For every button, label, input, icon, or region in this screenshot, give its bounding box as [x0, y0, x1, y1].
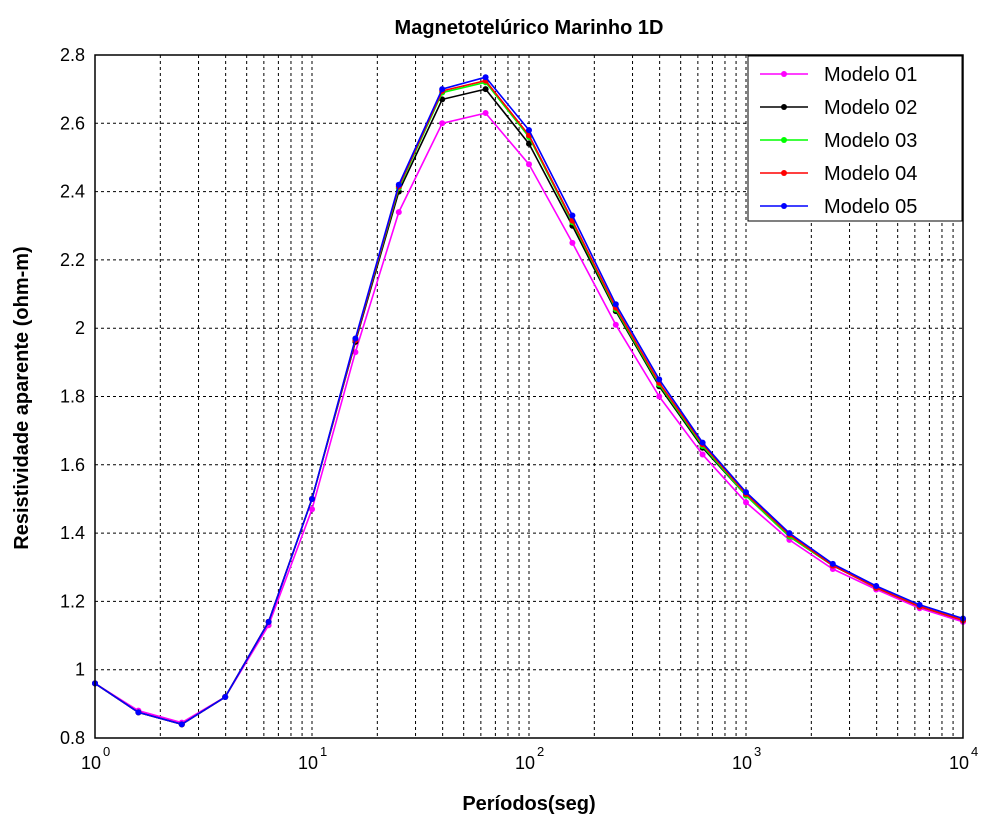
data-point: [482, 86, 489, 93]
data-point: [656, 376, 663, 383]
x-tick-label: 100: [81, 744, 110, 773]
data-point: [829, 560, 836, 567]
plot-frame: [94, 54, 964, 739]
data-point: [526, 140, 532, 147]
x-tick-exponent: 0: [103, 744, 110, 759]
data-point: [395, 181, 402, 188]
series-lines: [92, 74, 966, 728]
legend-entry: Modelo 05: [760, 196, 917, 218]
y-axis-label: Resistividade aparente (ohm-m): [11, 246, 33, 549]
legend-label: Modelo 01: [824, 64, 917, 86]
data-point: [178, 721, 185, 728]
x-tick-label: 102: [515, 744, 544, 773]
legend-entry: Modelo 03: [760, 130, 917, 152]
data-point: [352, 349, 359, 356]
y-tick-label: 2.4: [60, 182, 85, 202]
y-tick-label: 2: [75, 318, 85, 338]
data-point: [569, 239, 576, 246]
data-point: [395, 209, 402, 216]
x-tick-base: 10: [298, 753, 318, 773]
y-tick-label: 2.8: [60, 45, 85, 65]
data-point: [482, 110, 489, 117]
data-point: [352, 335, 359, 342]
legend: Modelo 01 Modelo 02 Modelo 03 Modelo 04 Mode…: [747, 55, 963, 222]
x-tick-exponent: 2: [537, 744, 544, 759]
data-point: [612, 321, 619, 328]
data-point: [526, 127, 532, 134]
legend-swatch-marker: [781, 203, 787, 209]
legend-swatch-marker: [781, 137, 787, 143]
legend-label: Modelo 04: [824, 163, 917, 185]
y-tick-labels: 0.8 1 1.2 1.4 1.6 1.8 2 2.2 2.4 2.6 2.8: [60, 45, 85, 748]
y-tick-label: 1.6: [60, 455, 85, 475]
y-tick-label: 1: [75, 660, 85, 680]
legend-label: Modelo 05: [824, 196, 917, 218]
data-point: [786, 530, 793, 537]
data-point: [526, 161, 532, 168]
data-point: [135, 709, 142, 716]
y-tick-label: 2.2: [60, 250, 85, 270]
y-tick-label: 1.2: [60, 591, 85, 611]
data-point: [482, 74, 489, 81]
x-tick-exponent: 1: [320, 744, 327, 759]
x-tick-exponent: 4: [971, 744, 978, 759]
data-point: [699, 451, 706, 458]
x-tick-label: 103: [732, 744, 761, 773]
y-tick-label: 1.8: [60, 387, 85, 407]
legend-swatch-marker: [781, 104, 787, 110]
legend-swatch-marker: [781, 71, 787, 77]
legend-entry: Modelo 02: [760, 97, 917, 119]
data-point: [439, 96, 446, 103]
grid: [95, 55, 963, 738]
data-point: [309, 506, 315, 513]
data-point: [916, 601, 923, 608]
data-point: [439, 120, 446, 127]
data-point: [612, 301, 619, 308]
series-modelo-05: [92, 74, 966, 728]
legend-label: Modelo 02: [824, 97, 917, 119]
x-tick-base: 10: [732, 753, 752, 773]
data-point: [439, 86, 446, 93]
y-tick-label: 2.6: [60, 113, 85, 133]
data-point: [656, 393, 663, 400]
legend-entry: Modelo 04: [760, 163, 917, 185]
data-point: [222, 694, 229, 701]
y-tick-label: 1.4: [60, 523, 85, 543]
legend-label: Modelo 03: [824, 130, 917, 152]
data-point: [743, 489, 749, 496]
data-point: [743, 499, 749, 506]
legend-entry: Modelo 01: [760, 64, 917, 86]
x-tick-label: 104: [949, 744, 978, 773]
x-tick-base: 10: [515, 753, 535, 773]
legend-swatch-marker: [781, 170, 787, 176]
y-tick-label: 0.8: [60, 728, 85, 748]
x-axis-label: Períodos(seg): [462, 793, 595, 815]
data-point: [699, 439, 706, 446]
data-point: [309, 495, 315, 502]
data-point: [873, 583, 880, 590]
data-point: [265, 618, 272, 625]
x-tick-base: 10: [81, 753, 101, 773]
chart-title: Magnetotelúrico Marinho 1D: [395, 17, 664, 39]
x-tick-exponent: 3: [754, 744, 761, 759]
x-tick-label: 101: [298, 744, 327, 773]
x-tick-base: 10: [949, 753, 969, 773]
data-point: [569, 212, 576, 219]
